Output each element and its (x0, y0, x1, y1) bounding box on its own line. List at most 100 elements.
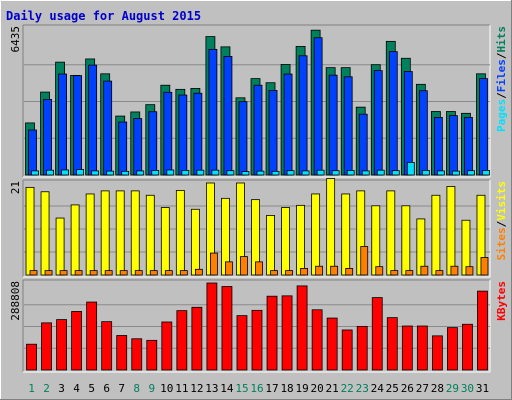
bar-kbytes (447, 327, 458, 371)
bar-pages (211, 169, 220, 176)
bar-kbytes (101, 321, 113, 371)
bar-visits (446, 186, 456, 276)
bar-sites (390, 270, 399, 276)
bar-kbytes (236, 315, 248, 371)
bar-visits (431, 194, 441, 276)
bar-files (238, 101, 248, 176)
bar-kbytes (326, 317, 338, 371)
bar-visits (386, 190, 396, 276)
bar-sites (450, 265, 459, 276)
bar-visits (175, 190, 185, 276)
legend-entry: Pages (495, 99, 508, 132)
bar-visits (25, 186, 35, 276)
bar-pages (256, 170, 265, 176)
bar-sites (149, 270, 158, 276)
bar-pages (271, 170, 280, 176)
day-label: 9 (148, 382, 155, 395)
bar-sites (345, 268, 354, 276)
bar-pages (31, 170, 39, 176)
panel-kbytes: 288808 KBytes (9, 279, 508, 373)
bar-files (148, 111, 158, 176)
day-label: 25 (386, 382, 399, 395)
panel-visits-sites: 21 Sites/Visits (9, 178, 508, 278)
bar-kbytes (191, 306, 203, 371)
bar-visits (85, 193, 95, 276)
panels: 6435Pages/Files/Hits21Sites/Visits288808… (9, 24, 508, 373)
bar-visits (401, 205, 411, 276)
bar-files (253, 84, 263, 176)
bar-visits (296, 204, 305, 276)
bar-files (479, 78, 488, 176)
day-label: 8 (133, 382, 140, 395)
day-label: 6 (103, 382, 110, 395)
bar-kbytes (266, 295, 278, 371)
bar-files (343, 76, 353, 176)
bar-sites (210, 252, 218, 276)
bar-visits (190, 208, 200, 276)
bar-kbytes (251, 309, 263, 371)
y-max-label: 6435 (9, 26, 22, 53)
day-label: 2 (43, 382, 50, 395)
bar-files (328, 74, 338, 176)
bar-sites (360, 246, 369, 276)
bar-files (118, 121, 128, 176)
bar-sites (420, 265, 429, 276)
bar-files (133, 118, 143, 176)
day-label: 17 (265, 382, 278, 395)
bar-kbytes (161, 321, 173, 371)
bar-sites (330, 265, 339, 276)
day-label: 5 (88, 382, 95, 395)
bar-pages (346, 170, 355, 176)
bar-pages (181, 170, 190, 176)
bar-files (433, 117, 443, 176)
bar-pages (376, 169, 385, 176)
bar-sites (119, 270, 128, 276)
day-label: 27 (416, 382, 429, 395)
bar-sites (435, 270, 444, 276)
bar-pages (361, 170, 370, 176)
bar-pages (196, 169, 205, 176)
bar-pages (286, 170, 295, 176)
bar-sites (104, 270, 113, 276)
bar-visits (70, 204, 80, 276)
bar-files (208, 48, 218, 176)
day-labels: 1 2 3 4 5 6 7 8 9 10 11 12 13 14 15 16 17 18 19 20 21 22 23 24 2… (28, 382, 489, 395)
day-label: 13 (205, 382, 218, 395)
y-max-label: 21 (9, 181, 22, 194)
bar-kbytes (416, 325, 428, 371)
legend-entry: Visits (495, 181, 508, 221)
day-label: 20 (311, 382, 324, 395)
bar-kbytes (311, 309, 323, 371)
bar-visits (341, 193, 351, 276)
day-label: 15 (235, 382, 248, 395)
day-label: 14 (220, 382, 234, 395)
bar-sites (59, 270, 68, 276)
day-label: 1 (28, 382, 35, 395)
bar-files (43, 98, 52, 176)
bar-kbytes (56, 319, 67, 371)
bar-pages (151, 170, 160, 176)
legend-entry: / (495, 52, 508, 59)
bar-kbytes (296, 285, 308, 371)
bar-pages (76, 169, 85, 176)
bar-files (193, 92, 203, 176)
bar-files (58, 73, 67, 176)
bar-sites (29, 270, 38, 276)
bar-kbytes (206, 282, 218, 371)
bar-kbytes (131, 338, 143, 371)
bar-kbytes (356, 325, 368, 371)
bar-files (373, 70, 383, 176)
bar-visits (326, 178, 336, 276)
bar-kbytes (401, 325, 413, 371)
bar-files (464, 117, 473, 176)
day-label: 24 (371, 382, 385, 395)
bar-visits (266, 215, 275, 276)
bar-visits (115, 190, 125, 276)
bar-sites (315, 265, 324, 276)
chart-title: Daily usage for August 2015 (6, 9, 201, 23)
bar-visits (311, 193, 321, 276)
bar-files (283, 73, 293, 176)
bar-sites (44, 270, 53, 276)
bar-pages (452, 170, 460, 176)
